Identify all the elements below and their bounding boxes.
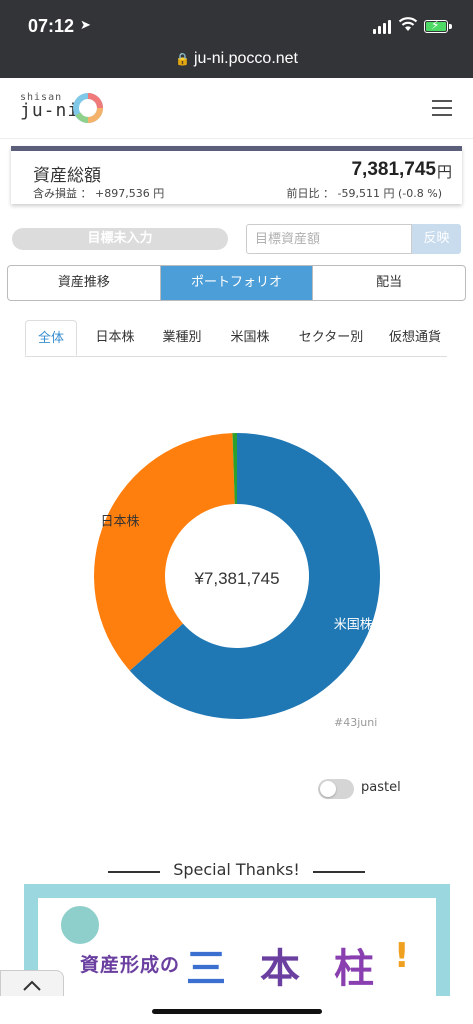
- watermark-text: #43juni: [334, 716, 378, 729]
- donut-slice[interactable]: [94, 433, 235, 671]
- chevron-up-icon: [23, 980, 41, 991]
- day-change: 前日比 ： -59,511 円 (-0.8 %): [287, 185, 442, 201]
- tab-dividends[interactable]: 配当: [312, 266, 465, 300]
- pastel-toggle[interactable]: [318, 779, 354, 799]
- day-change-value: -59,511 円 (-0.8 %): [337, 187, 442, 200]
- home-indicator: [152, 1009, 322, 1014]
- browser-chrome: 07:12 ➤ ⚡ 🔒 ju-ni.pocco.net: [0, 0, 473, 78]
- divider-left: [108, 871, 160, 873]
- unrealized-gain-label: 含み損益 ：: [33, 187, 92, 200]
- donut-slice[interactable]: [129, 433, 380, 719]
- subtab-crypto[interactable]: 仮想通貨: [388, 330, 441, 345]
- subtab-by-industry[interactable]: 業種別: [162, 330, 202, 345]
- sponsor-banner[interactable]: 資産形成の 三 本 柱 !: [24, 884, 450, 996]
- banner-char-3: 柱: [334, 946, 374, 992]
- donut-slice-label: 日本株: [100, 514, 139, 529]
- subtab-us-stocks[interactable]: 米国株: [230, 330, 270, 345]
- total-assets-value: 7,381,745: [351, 159, 436, 180]
- portfolio-sub-tabs: 全体 日本株 業種別 米国株 セクター別 仮想通貨: [25, 320, 447, 357]
- tab-portfolio[interactable]: ポートフォリオ: [159, 266, 313, 300]
- lock-icon: 🔒: [174, 52, 190, 66]
- chart-center-label: ¥7,381,745: [193, 569, 279, 588]
- url-text: ju-ni.pocco.net: [193, 50, 298, 67]
- day-change-label: 前日比 ：: [286, 187, 335, 200]
- site-logo[interactable]: shisan ju-ni: [20, 92, 103, 123]
- portfolio-donut-chart: ¥7,381,745 米国株 日本株: [94, 433, 380, 719]
- subtab-japan-stocks[interactable]: 日本株: [95, 330, 135, 345]
- unrealized-gain: 含み損益 ： +897,536 円: [33, 185, 164, 201]
- total-assets-card: 資産総額 7,381,745 円 含み損益 ： +897,536 円 前日比 ：…: [11, 146, 462, 204]
- status-time: 07:12: [28, 16, 75, 36]
- logo-big-text: ju-ni: [20, 100, 80, 121]
- back-to-top-button[interactable]: [0, 970, 64, 1000]
- wifi-icon: [398, 16, 418, 36]
- banner-text: 資産形成の: [80, 954, 181, 976]
- battery-charging-icon: ⚡: [424, 18, 452, 33]
- special-thanks-title: Special Thanks!: [173, 860, 300, 879]
- main-tabs: 資産推移 ポートフォリオ 配当: [7, 265, 466, 301]
- url-bar[interactable]: 🔒 ju-ni.pocco.net: [0, 50, 473, 68]
- unrealized-gain-value: +897,536 円: [95, 187, 165, 200]
- home-bar: [0, 996, 473, 1024]
- hamburger-menu-icon[interactable]: [432, 100, 452, 121]
- tab-asset-history[interactable]: 資産推移: [57, 275, 110, 290]
- pastel-toggle-label: pastel: [361, 780, 401, 795]
- portfolio-chart: ¥7,381,745 米国株 日本株: [0, 360, 473, 760]
- logo-small-text: shisan: [20, 92, 63, 103]
- apply-target-button[interactable]: 反映: [412, 224, 461, 254]
- banner-char-1: 三: [186, 946, 226, 992]
- banner-char-2: 本: [260, 946, 300, 992]
- subtab-all[interactable]: 全体: [25, 320, 77, 356]
- currency-unit: 円: [436, 163, 452, 181]
- target-status-badge: 目標未入力: [12, 228, 228, 250]
- location-arrow-icon: ➤: [80, 18, 91, 33]
- subtab-by-sector[interactable]: セクター別: [298, 330, 364, 345]
- divider-right: [313, 871, 365, 873]
- donut-slice[interactable]: [232, 433, 237, 505]
- site-header: shisan ju-ni: [0, 78, 473, 139]
- total-assets-label: 資産総額: [33, 166, 101, 186]
- target-assets-input[interactable]: [246, 224, 412, 254]
- banner-char-4: !: [394, 936, 410, 976]
- cellular-signal-icon: [373, 20, 391, 34]
- donut-slice-label: 米国株: [334, 617, 373, 632]
- banner-avatar: [59, 904, 101, 946]
- toggle-knob: [320, 781, 336, 797]
- banner-inner: 資産形成の 三 本 柱 !: [38, 898, 436, 996]
- logo-ring-icon: [73, 93, 103, 123]
